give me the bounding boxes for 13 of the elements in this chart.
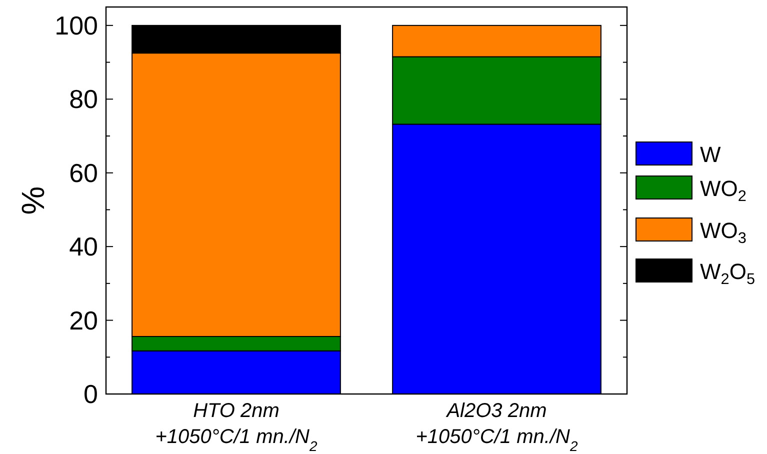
x-tick-label: Al2O3 2nm +1050°C/1 mn./N$_{2}$ bbox=[416, 400, 578, 454]
y-tick-label: 40 bbox=[69, 232, 98, 262]
legend-label: W bbox=[700, 142, 721, 166]
legend-label: W$_{2}$O$_{5}$ bbox=[700, 258, 756, 288]
y-tick-label: 0 bbox=[84, 379, 98, 409]
y-axis-title: % bbox=[15, 186, 51, 215]
y-tick-label: 20 bbox=[69, 305, 98, 336]
legend-label: WO$_{2}$ bbox=[700, 176, 746, 205]
legend-label: WO$_{3}$ bbox=[700, 218, 746, 247]
y-tick-label: 100 bbox=[54, 10, 98, 40]
y-tick-label: 60 bbox=[69, 158, 98, 188]
x-tick-label: HTO 2nm +1050°C/1 mn./N$_{2}$ bbox=[155, 400, 318, 454]
y-tick-label: 80 bbox=[69, 84, 98, 114]
